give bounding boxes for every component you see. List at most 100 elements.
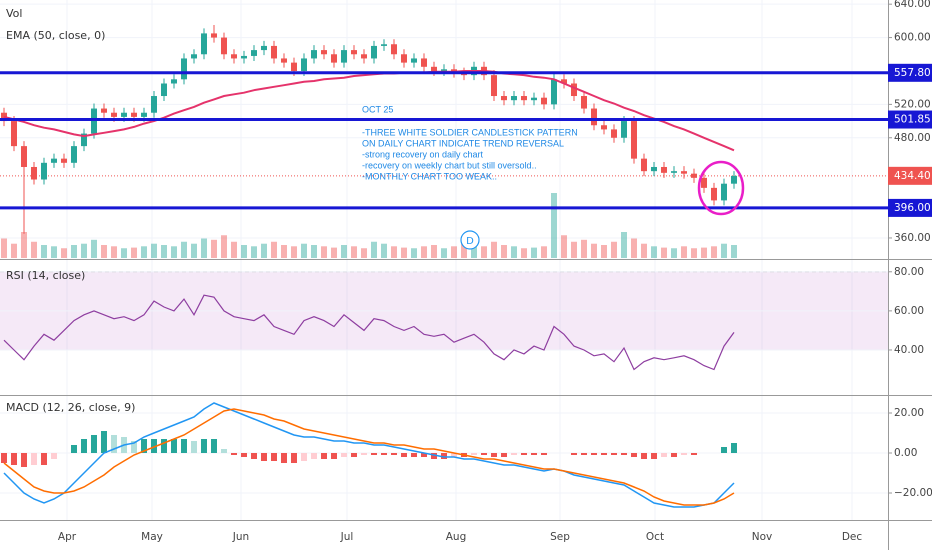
volume-bar [251,246,257,258]
last-price-box [888,166,932,185]
volume-bar [401,247,407,258]
histogram-bar [341,453,347,457]
volume-bar [701,247,707,258]
candle-body [421,58,427,67]
histogram-bar [321,453,327,459]
candle-body [631,121,637,159]
volume-bar [511,246,517,258]
x-tick-label: Apr [58,531,77,543]
macd-line [3,402,735,508]
volume-bar [531,247,537,258]
candle-body [291,62,297,71]
volume-bar [451,246,457,258]
volume-bar [51,246,57,258]
volume-bar [431,245,437,258]
level-label-box [888,63,932,82]
histogram-bar [101,431,107,453]
candle-body [581,96,587,109]
candle-body [221,37,227,55]
volume-bar [711,246,717,258]
histogram-bar [641,453,647,459]
candle-body [731,175,737,184]
volume-bar [521,248,527,258]
volume-bar [681,246,687,258]
candle-body [701,177,707,188]
volume-bar [121,248,127,258]
histogram-bar [331,453,337,459]
candle-body [401,54,407,63]
histogram-bar [111,435,117,453]
histogram-bar [161,439,167,453]
histogram-bar [171,439,177,453]
histogram-bar [31,453,37,465]
volume-bar [241,245,247,258]
histogram-bar [21,453,27,467]
candle-body [31,166,37,180]
volume-bar [171,246,177,258]
candle-body [601,125,607,130]
volume-bar [321,246,327,258]
volume-bar [111,246,117,258]
histogram-bar [291,453,297,463]
volume-bar [91,239,97,258]
histogram-bar [301,453,307,461]
volume-bar [281,245,287,258]
candle-body [511,96,517,101]
annotation-text: OCT 25 [362,104,393,114]
histogram-bar [371,453,377,455]
histogram-bar [351,453,357,457]
last-price-label: 434.40 [894,170,931,182]
volume-bar [131,247,137,258]
volume-bar [561,235,567,258]
y-tick-label: −20.00 [894,487,932,499]
volume-bar [351,246,357,258]
candle-body [661,166,667,173]
histogram-bar [431,453,437,459]
volume-bar [231,241,237,258]
candle-body [311,50,317,59]
volume-bar [671,248,677,258]
volume-bar [481,246,487,258]
histogram-bar [691,453,697,455]
candle-body [561,79,567,84]
histogram-bar [211,439,217,453]
event-marker-label: D [466,236,474,247]
candle-body [71,146,77,163]
histogram-bar [191,441,197,453]
volume-bar [501,245,507,258]
histogram-bar [721,447,727,453]
level-label: 396.00 [894,202,931,214]
candle-body [651,166,657,172]
candle-body [521,96,527,101]
candle-body [391,44,397,55]
candle-body [381,44,387,46]
candle-body [181,58,187,80]
y-tick-label: 0.00 [894,447,917,459]
x-tick-label: Sep [550,531,570,543]
volume-bar [391,246,397,258]
histogram-bar [91,435,97,453]
histogram-bar [261,453,267,461]
volume-bar [101,245,107,258]
volume-bar [191,243,197,258]
histogram-bar [71,445,77,453]
candle-body [361,54,367,59]
candle-body [211,33,217,38]
histogram-bar [361,453,367,455]
candle-body [81,133,87,147]
volume-bar [441,248,447,258]
candle-body [591,108,597,126]
y-tick-label: 480.00 [894,132,931,144]
annotation-text: -MONTHLY CHART TOO WEAK.. [362,171,497,181]
y-tick-label: 80.00 [894,266,924,278]
volume-bar [71,245,77,258]
candle-body [241,55,247,59]
volume-bar [331,247,337,258]
histogram-bar [731,443,737,453]
volume-bar [551,193,557,258]
volume-bar [11,243,17,258]
histogram-bar [501,453,507,457]
histogram-bar [411,453,417,457]
event-marker [460,230,480,250]
histogram-bar [391,453,397,455]
